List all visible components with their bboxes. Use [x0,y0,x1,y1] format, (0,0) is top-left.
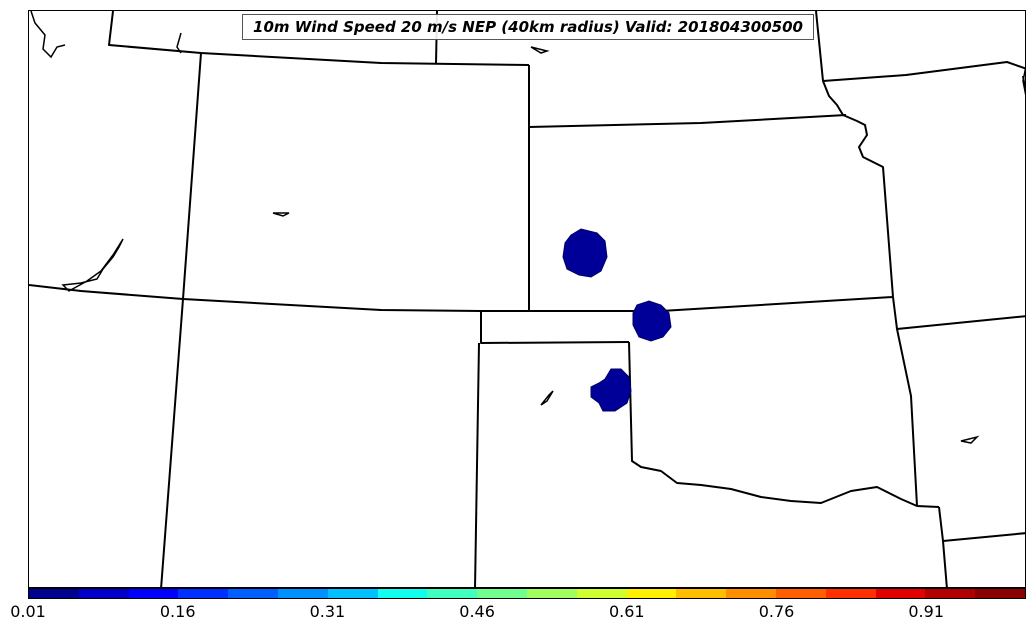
colorbar-segment [277,589,328,598]
colorbar-tick-label: 0.46 [459,602,495,621]
map-canvas [29,11,1025,587]
lake-outline [176,32,182,54]
colorbar-segment [526,589,577,598]
lake-outline [61,238,124,292]
probability-area [562,228,608,278]
colorbar-tick-label: 0.16 [159,602,196,621]
colorbar-segment [327,589,378,598]
colorbar-segment [377,589,428,598]
colorbar-tick-label: 0.01 [10,602,46,621]
state-border [938,506,948,587]
state-border [822,61,1025,82]
state-border [942,532,1025,542]
lake-outline [272,212,290,217]
colorbar-segment [775,589,826,598]
colorbar-segment [875,589,926,598]
colorbar-tick-label: 0.61 [608,602,645,621]
colorbar-segment [676,589,727,598]
colorbar-segment [477,589,527,598]
state-border [815,11,894,298]
state-border [160,298,184,587]
colorbar-segment [925,589,976,598]
colorbar-segment [975,589,1025,598]
lake-outline [540,390,554,406]
state-borders [29,11,1025,587]
colorbar-segment [825,589,876,598]
state-border [628,341,940,508]
colorbar-segment [78,589,129,598]
colorbar-segment [626,589,677,598]
state-border [528,114,847,128]
colorbar-segment [228,589,278,598]
state-border [896,328,918,507]
lake-outline [1022,67,1025,95]
colorbar-tick-label: 0.76 [758,602,795,621]
colorbar-segment [128,589,179,598]
state-border [480,311,630,344]
state-border [892,296,1025,330]
colorbar-segment [29,589,79,598]
lake-outline [530,46,550,54]
probability-area [632,300,672,342]
state-border [529,296,894,312]
map-title: 10m Wind Speed 20 m/s NEP (40km radius) … [242,14,814,40]
colorbar-segment [178,589,229,598]
state-border [182,52,202,300]
probability-areas [562,228,672,412]
lake-outline [960,435,980,444]
state-border [29,284,529,312]
colorbar-segment [576,589,627,598]
colorbar-tick-label: 0.91 [908,602,944,621]
colorbar-segment [427,589,478,598]
probability-area [590,368,632,412]
state-border [474,342,480,587]
coastline-lakes [30,11,1025,444]
lake-outline [30,11,66,59]
colorbar-segment [726,589,776,598]
colorbar [28,588,1026,599]
map-panel [28,10,1026,588]
colorbar-tick-label: 0.31 [309,602,346,621]
